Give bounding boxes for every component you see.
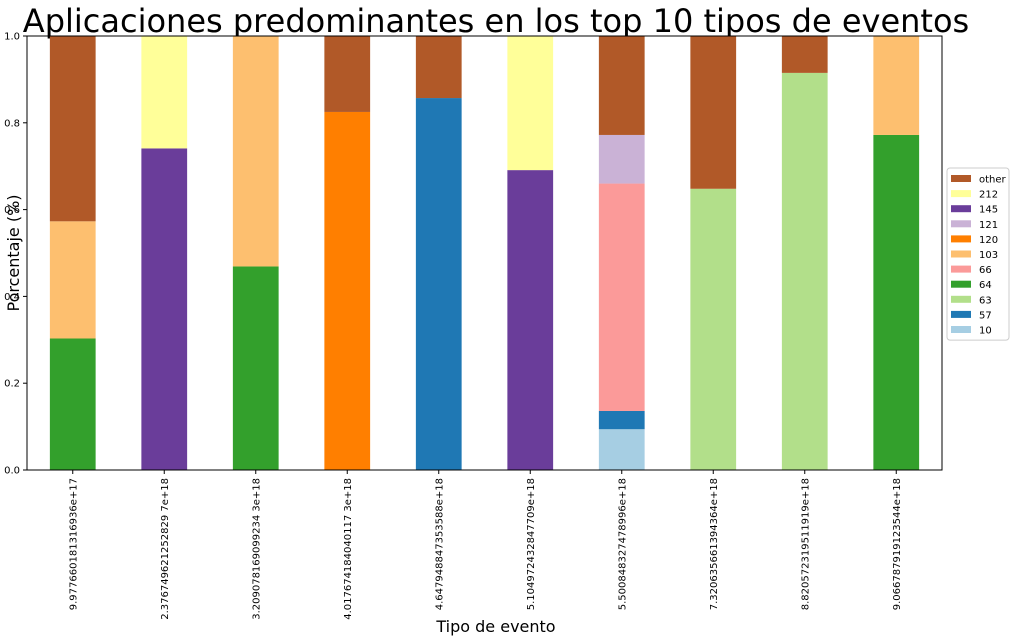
bar-segment-other xyxy=(598,36,645,135)
bar-segment-103 xyxy=(232,36,279,267)
x-tick-label: 3.209078169099234 3e+18 xyxy=(251,478,262,620)
bar-segment-64 xyxy=(49,338,96,470)
bar-segment-212 xyxy=(141,36,188,149)
legend-label-120: 120 xyxy=(979,235,998,246)
bar-segment-63 xyxy=(690,188,737,470)
legend-label-212: 212 xyxy=(979,190,998,201)
plot-area-frame xyxy=(26,35,943,471)
legend-swatch-other xyxy=(951,175,971,182)
x-tick-label: 7.320635661394364e+18 xyxy=(709,478,720,610)
bar-segment-212 xyxy=(507,36,554,171)
chart-title: Aplicaciones predominantes en los top 10… xyxy=(23,2,969,40)
legend: other 212 145 121 120 103 66 64 63 57 10 xyxy=(946,167,1010,341)
y-tick-label: 0.4 xyxy=(4,292,20,303)
bar-segment-other xyxy=(324,36,371,112)
y-tick-label: 0.0 xyxy=(4,466,20,477)
legend-label-57: 57 xyxy=(979,310,992,321)
legend-swatch-57 xyxy=(951,310,971,318)
legend-label-66: 66 xyxy=(979,265,992,276)
legend-swatch-120 xyxy=(951,235,971,243)
bar-segment-64 xyxy=(873,134,920,470)
x-axis-label: Tipo de evento xyxy=(435,617,555,636)
bar-segment-other xyxy=(781,36,828,73)
legend-label-121: 121 xyxy=(979,220,998,231)
y-axis: 0.0 0.2 0.4 0.6 0.8 1.0 xyxy=(4,32,27,477)
x-tick-label: 5.500848327478996e+18 xyxy=(617,478,628,610)
bar-segment-64 xyxy=(232,266,279,470)
legend-label-63: 63 xyxy=(979,295,992,306)
bar-segment-145 xyxy=(507,170,554,470)
bar-segment-other xyxy=(415,36,462,99)
legend-swatch-10 xyxy=(951,326,971,333)
legend-swatch-145 xyxy=(951,205,971,213)
y-tick-label: 0.2 xyxy=(4,379,20,390)
x-tick-label: 9.066787919123544e+18 xyxy=(892,478,903,610)
bar-segment-57 xyxy=(415,98,462,470)
legend-swatch-64 xyxy=(951,280,971,288)
legend-label-64: 64 xyxy=(979,280,992,291)
legend-label-10: 10 xyxy=(979,326,992,337)
legend-swatch-66 xyxy=(951,265,971,273)
bars-group xyxy=(49,36,920,470)
y-axis-label: Porcentaje (%) xyxy=(4,194,23,311)
y-tick-label: 0.6 xyxy=(4,205,20,216)
bar-segment-10 xyxy=(598,429,645,470)
legend-swatch-103 xyxy=(951,250,971,258)
legend-swatch-212 xyxy=(951,190,971,198)
y-tick-label: 1.0 xyxy=(4,32,20,43)
legend-label-145: 145 xyxy=(979,205,998,216)
legend-label-other: other xyxy=(979,175,1007,186)
x-tick-label: 5.104972432847709e+18 xyxy=(526,478,537,610)
legend-swatch-63 xyxy=(951,295,971,303)
bar-segment-66 xyxy=(598,183,645,411)
legend-label-103: 103 xyxy=(979,250,998,261)
x-tick-label: 8.820572319511919e+18 xyxy=(800,478,811,610)
bar-segment-57 xyxy=(598,410,645,430)
x-tick-label: 4.647948847353588e+18 xyxy=(434,478,445,610)
bar-segment-other xyxy=(49,36,96,222)
bar-segment-103 xyxy=(49,221,96,339)
legend-swatch-121 xyxy=(951,220,971,228)
bar-segment-121 xyxy=(598,134,645,184)
x-tick-label: 9.977660181316936e+17 xyxy=(68,478,79,610)
bar-segment-145 xyxy=(141,148,188,470)
x-axis: 9.977660181316936e+17 2.376749621252829 7… xyxy=(68,470,903,620)
bar-segment-other xyxy=(690,36,737,189)
bar-segment-120 xyxy=(324,111,371,470)
x-tick-label: 2.376749621252829 7e+18 xyxy=(160,478,171,620)
bar-segment-63 xyxy=(781,72,828,470)
y-tick-label: 0.8 xyxy=(4,118,20,129)
x-tick-label: 4.017674184040117 3e+18 xyxy=(343,478,354,620)
bar-segment-103 xyxy=(873,36,920,135)
